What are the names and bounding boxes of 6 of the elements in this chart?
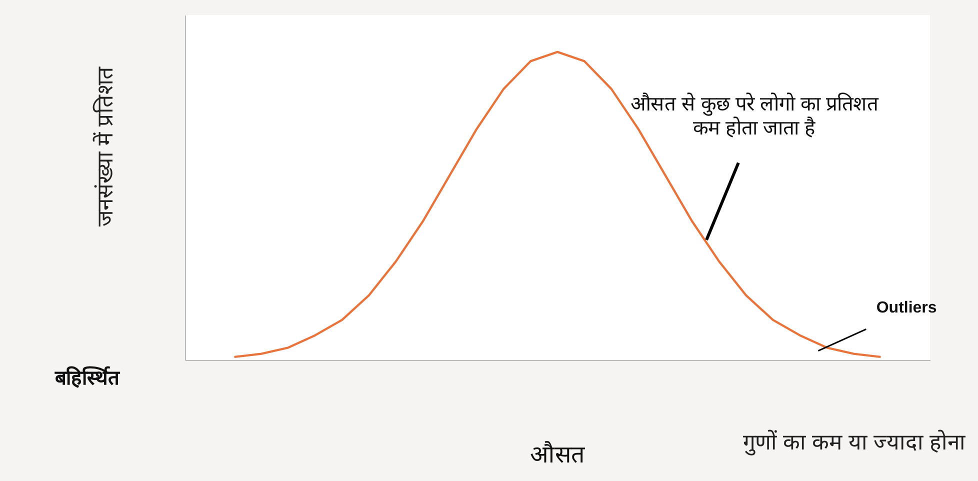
y-axis-title: जनसंख्या में प्रतिशत <box>92 66 118 227</box>
text: बहिर्स्थित <box>54 365 122 390</box>
annotation: Outliers <box>876 300 937 317</box>
x-axis-title: गुणों का कम या ज्यादा होना <box>742 430 966 456</box>
annotation: औसत से कुछ परे लोगो का प्रतिशत कम होता जाता है <box>630 92 880 140</box>
text: औसत <box>530 440 586 468</box>
